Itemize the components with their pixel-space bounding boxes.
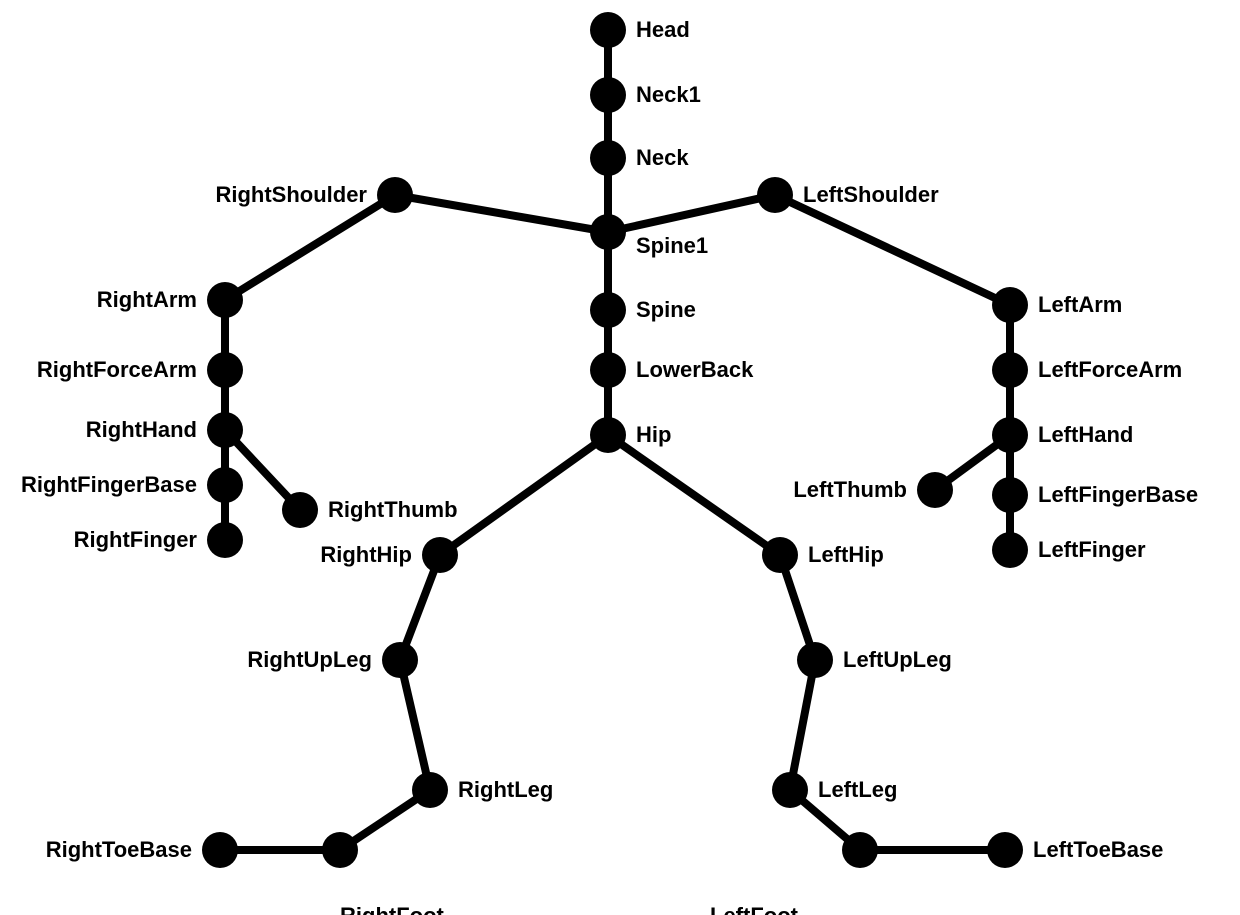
skeleton-joint <box>992 532 1028 568</box>
skeleton-joint <box>322 832 358 868</box>
joint-label: LeftLeg <box>818 777 897 803</box>
joint-label: LeftFingerBase <box>1038 482 1198 508</box>
joint-label: LeftShoulder <box>803 182 939 208</box>
joint-label: LeftHip <box>808 542 884 568</box>
skeleton-joint <box>797 642 833 678</box>
joint-label: RightHand <box>86 417 197 443</box>
skeleton-joint <box>412 772 448 808</box>
joint-label: RightShoulder <box>215 182 367 208</box>
skeleton-joint <box>207 467 243 503</box>
joint-label: RightLeg <box>458 777 553 803</box>
skeleton-edge <box>395 195 608 232</box>
joint-label: RightThumb <box>328 497 458 523</box>
skeleton-joint <box>992 352 1028 388</box>
skeleton-joint <box>207 522 243 558</box>
skeleton-joint <box>422 537 458 573</box>
skeleton-joint <box>590 352 626 388</box>
joint-label: LeftFoot <box>710 903 798 915</box>
joint-label: LeftHand <box>1038 422 1133 448</box>
skeleton-joint <box>590 417 626 453</box>
skeleton-edge <box>608 435 780 555</box>
joint-label: LowerBack <box>636 357 753 383</box>
skeleton-diagram: Head Neck1 Neck Spine1 Spine LowerBack Hip Righ… <box>0 0 1240 915</box>
joint-label: Spine1 <box>636 233 708 259</box>
joint-label: LeftForceArm <box>1038 357 1182 383</box>
joint-label: RightFinger <box>74 527 197 553</box>
skeleton-joint <box>377 177 413 213</box>
skeleton-joint <box>590 292 626 328</box>
joint-label: Neck <box>636 145 689 171</box>
joint-label: RightUpLeg <box>247 647 372 673</box>
skeleton-edge <box>608 195 775 232</box>
skeleton-joint <box>992 477 1028 513</box>
skeleton-joint <box>590 12 626 48</box>
joint-label: Neck1 <box>636 82 701 108</box>
skeleton-joint <box>202 832 238 868</box>
skeleton-joint <box>842 832 878 868</box>
skeleton-edge <box>225 195 395 300</box>
joint-label: Head <box>636 17 690 43</box>
joint-label: LeftUpLeg <box>843 647 952 673</box>
skeleton-edge <box>440 435 608 555</box>
skeleton-joint <box>772 772 808 808</box>
joint-label: RightFoot <box>340 903 444 915</box>
joint-label: LeftArm <box>1038 292 1122 318</box>
skeleton-joint <box>207 412 243 448</box>
skeleton-joint <box>917 472 953 508</box>
joint-label: RightToeBase <box>46 837 192 863</box>
skeleton-joint <box>207 282 243 318</box>
skeleton-joint <box>207 352 243 388</box>
skeleton-joint <box>382 642 418 678</box>
skeleton-joint <box>590 77 626 113</box>
joint-label: RightForceArm <box>37 357 197 383</box>
skeleton-joint <box>590 140 626 176</box>
joint-label: RightHip <box>320 542 412 568</box>
skeleton-joint <box>590 214 626 250</box>
skeleton-edge <box>790 660 815 790</box>
joint-label: LeftFinger <box>1038 537 1146 563</box>
skeleton-joint <box>987 832 1023 868</box>
skeleton-joint <box>282 492 318 528</box>
skeleton-edge <box>400 660 430 790</box>
joint-label: RightFingerBase <box>21 472 197 498</box>
joint-label: Hip <box>636 422 671 448</box>
skeleton-joint <box>757 177 793 213</box>
edges-layer <box>0 0 1240 915</box>
joint-label: LeftToeBase <box>1033 837 1163 863</box>
skeleton-joint <box>992 287 1028 323</box>
skeleton-edge <box>775 195 1010 305</box>
joint-label: RightArm <box>97 287 197 313</box>
joint-label: LeftThumb <box>793 477 907 503</box>
joint-label: Spine <box>636 297 696 323</box>
skeleton-joint <box>992 417 1028 453</box>
skeleton-joint <box>762 537 798 573</box>
